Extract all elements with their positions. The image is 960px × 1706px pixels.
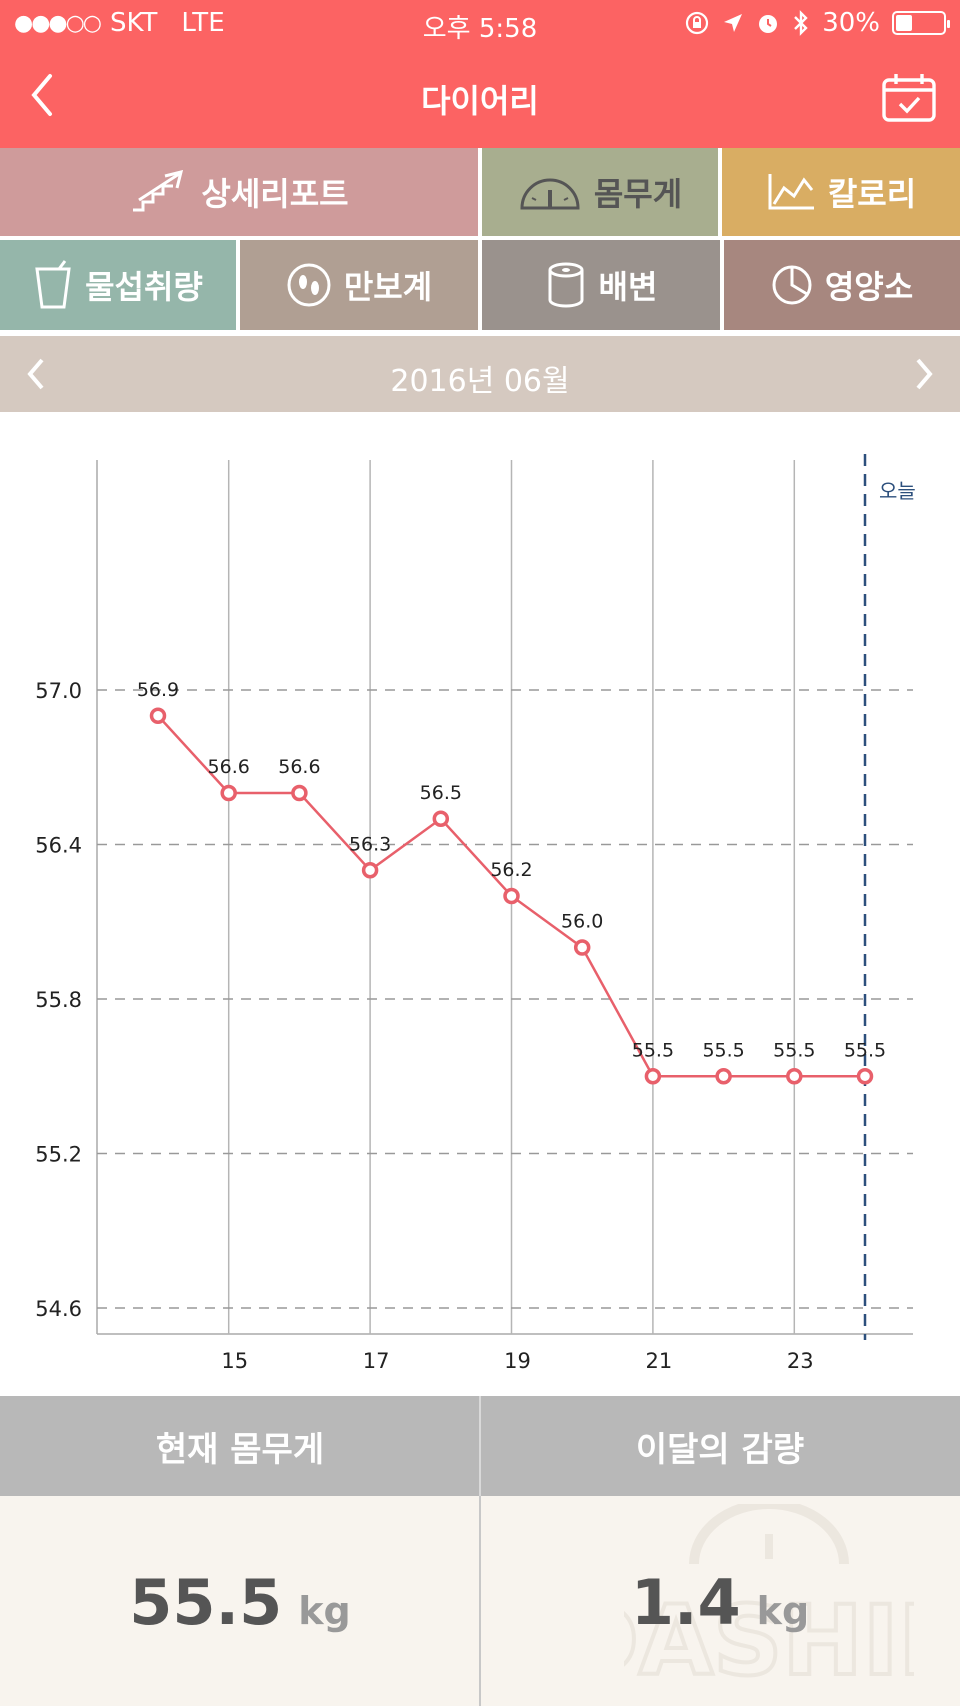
x-tick-label: 15 <box>221 1349 248 1373</box>
network-label: LTE <box>181 8 225 38</box>
top-bar: ●●●○○ SKT LTE 오후 5:58 30% 다이어리 <box>0 0 960 148</box>
cup-icon <box>35 260 71 309</box>
menu-row-2: 물섭취량 만보계 배변 영양소 <box>0 240 960 330</box>
x-tick-label: 21 <box>646 1349 673 1373</box>
dashin-logo-watermark: DASHIN <box>624 1504 914 1694</box>
menu-label: 물섭취량 <box>85 268 203 306</box>
y-tick-label: 54.6 <box>35 1297 82 1321</box>
menu-label: 몸무게 <box>593 175 683 213</box>
next-month-button[interactable] <box>908 350 948 398</box>
chevron-right-icon <box>916 358 933 390</box>
menu-water[interactable]: 물섭취량 <box>0 240 236 330</box>
status-time: 오후 5:58 <box>422 14 538 44</box>
data-label: 56.5 <box>420 782 462 804</box>
line-chart-icon <box>768 174 814 210</box>
menu-label: 영양소 <box>824 268 914 306</box>
x-tick-label: 19 <box>504 1349 531 1373</box>
data-point <box>220 784 237 802</box>
summary-body: DASHIN 55.5 kg 1.4 kg <box>0 1496 960 1706</box>
data-label: 55.5 <box>632 1039 674 1061</box>
menu-bowel[interactable]: 배변 <box>482 240 720 330</box>
data-label: 56.6 <box>278 756 320 778</box>
menu-calorie[interactable]: 칼로리 <box>722 148 960 236</box>
monthly-loss-unit: kg <box>756 1589 810 1633</box>
data-label: 56.9 <box>137 679 179 701</box>
back-button[interactable] <box>24 70 64 120</box>
y-tick-label: 56.4 <box>35 834 82 858</box>
data-point <box>503 887 520 905</box>
y-tick-label: 57.0 <box>35 679 82 703</box>
current-weight-number: 55.5 <box>129 1566 283 1639</box>
location-arrow-icon <box>724 14 743 32</box>
summary-divider <box>479 1496 481 1706</box>
toilet-paper-icon <box>548 262 584 308</box>
month-label: 2016년 06월 <box>390 364 570 399</box>
data-point <box>644 1068 662 1085</box>
y-tick-label: 55.8 <box>35 988 82 1012</box>
summary-header: 현재 몸무게 이달의 감량 <box>0 1396 960 1496</box>
chevron-left-icon <box>31 74 52 116</box>
alarm-icon <box>759 15 778 33</box>
svg-text:DASHIN: DASHIN <box>624 1585 914 1694</box>
data-point <box>715 1068 732 1085</box>
data-point <box>432 810 450 827</box>
menu-label: 칼로리 <box>827 175 917 213</box>
bluetooth-icon <box>794 10 808 36</box>
menu-label: 만보계 <box>343 268 433 306</box>
data-label: 55.5 <box>702 1039 744 1061</box>
carrier-label: SKT <box>109 8 158 38</box>
scale-gauge-icon <box>520 178 580 210</box>
battery-percent: 30% <box>822 8 880 38</box>
weight-chart: 57.0 56.4 55.8 55.2 54.6 15 17 19 21 23 오늘 56.9 56.6… <box>35 454 916 1373</box>
x-tick-label: 23 <box>787 1349 814 1373</box>
menu-row-1: 상세리포트 몸무게 칼로리 <box>0 148 960 236</box>
status-bar: ●●●○○ SKT LTE 오후 5:58 30% <box>0 0 960 48</box>
menu-label: 상세리포트 <box>201 175 349 213</box>
orientation-lock-icon <box>686 11 709 35</box>
data-label: 56.6 <box>208 756 250 778</box>
page-title: 다이어리 <box>421 82 539 120</box>
x-tick-label: 17 <box>363 1349 390 1373</box>
data-label: 56.2 <box>490 859 532 881</box>
monthly-loss-title: 이달의 감량 <box>635 1429 805 1470</box>
chevron-left-icon <box>27 358 44 390</box>
data-point <box>786 1068 803 1085</box>
menu-weight[interactable]: 몸무게 <box>482 148 718 236</box>
stairs-chart-icon <box>133 170 184 212</box>
month-navigation: 2016년 06월 <box>0 336 960 412</box>
data-label: 56.3 <box>349 833 391 855</box>
data-point <box>361 862 379 879</box>
y-tick-label: 55.2 <box>35 1143 82 1167</box>
menu-nutrients[interactable]: 영양소 <box>724 240 960 330</box>
menu-pedometer[interactable]: 만보계 <box>240 240 478 330</box>
summary-divider <box>479 1396 481 1496</box>
data-point <box>291 784 308 802</box>
prev-month-button[interactable] <box>22 350 62 398</box>
current-weight-value: 55.5 kg <box>0 1566 480 1639</box>
signal-dots-icon: ●●●○○ <box>14 10 102 36</box>
calendar-button[interactable] <box>880 72 938 124</box>
today-label: 오늘 <box>879 479 916 503</box>
data-point <box>149 707 167 724</box>
data-label: 56.0 <box>561 911 603 933</box>
monthly-loss-number: 1.4 <box>630 1566 741 1639</box>
menu-detail-report[interactable]: 상세리포트 <box>0 148 478 236</box>
current-weight-unit: kg <box>298 1589 351 1633</box>
calendar-check-icon <box>882 74 936 122</box>
data-label: 55.5 <box>773 1039 815 1061</box>
monthly-loss-value: 1.4 kg <box>480 1566 960 1639</box>
data-point <box>856 1068 874 1085</box>
data-point <box>573 939 591 956</box>
current-weight-title: 현재 몸무게 <box>155 1429 325 1470</box>
pie-chart-icon <box>772 265 812 305</box>
footprint-icon <box>287 263 331 307</box>
menu-label: 배변 <box>598 268 658 306</box>
battery-icon <box>892 11 950 35</box>
data-label: 55.5 <box>844 1039 886 1061</box>
